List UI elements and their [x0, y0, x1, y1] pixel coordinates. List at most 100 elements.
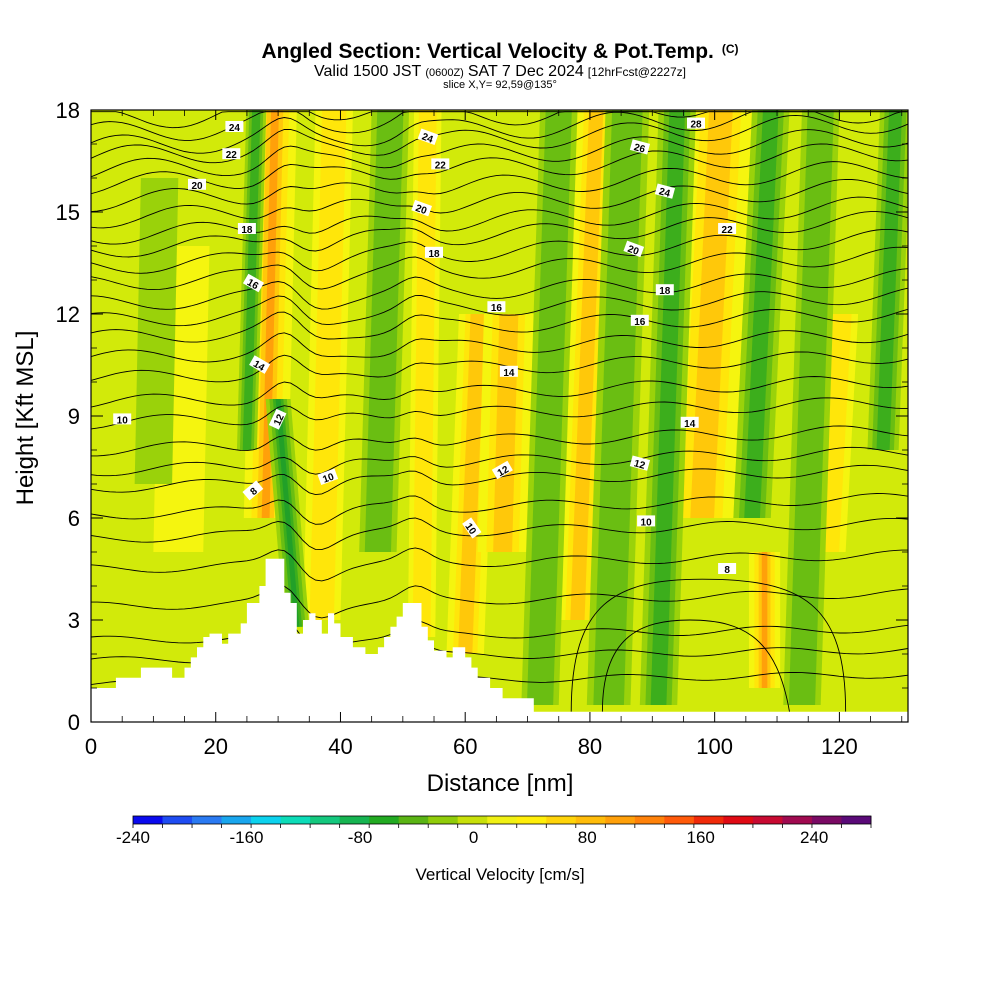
theta-label-text: 18: [428, 249, 440, 260]
downdraft-band-4-layer-1: [593, 110, 643, 705]
theta-contour-2: [91, 618, 908, 652]
theta-label-28: 8: [718, 563, 737, 576]
theta-contour-15: [91, 287, 908, 327]
colorbar-swatch-7: [339, 816, 370, 824]
theta-label-22: 18: [655, 284, 674, 297]
theta-label-24: 14: [680, 416, 699, 430]
theta-contour-3: [91, 584, 908, 619]
theta-label-4: 16: [242, 273, 264, 292]
theta-label-3: 18: [237, 223, 256, 236]
colorbar-swatch-8: [369, 816, 400, 824]
theta-contour-24: [91, 129, 908, 178]
colorbar-swatch-15: [575, 816, 606, 824]
theta-contour-18: [91, 228, 908, 274]
theta-label-16: 12: [491, 460, 513, 479]
theta-label-bg: [431, 158, 450, 170]
theta-label-text: 8: [724, 565, 730, 576]
theta-label-bg: [411, 199, 433, 217]
downdraft-band-9-layer-0: [134, 178, 179, 484]
theta-contour-low-inner: [601, 619, 790, 712]
theta-label-text: 24: [658, 186, 672, 200]
axes: 0 20 40 60 80 100 120 0 3 6 9 12 15 18: [56, 98, 908, 759]
theta-label-text: 10: [641, 517, 653, 528]
x-tick-label-1: 20: [203, 734, 227, 759]
theta-contour-28: [91, 111, 908, 129]
theta-label-bg: [249, 355, 271, 374]
theta-label-bg: [317, 468, 339, 485]
colorbar: -240 -160 -80 0 80 160 240: [116, 815, 872, 847]
colorbar-swatch-17: [634, 816, 665, 824]
updraft-band-1-layer-1: [309, 110, 347, 620]
x-axis-label: Distance [nm]: [427, 770, 574, 797]
colorbar-tick-label-0: -240: [116, 828, 150, 847]
theta-label-19: 26: [629, 139, 651, 156]
theta-label-bg: [718, 563, 737, 574]
theta-label-15: 14: [499, 365, 518, 379]
theta-label-bg: [113, 413, 132, 425]
colorbar-swatch-5: [280, 816, 311, 824]
y-tick-label-6: 18: [56, 98, 80, 123]
theta-label-26: 10: [637, 515, 656, 528]
theta-label-12: 20: [411, 199, 433, 217]
colorbar-tick-label-6: 240: [800, 828, 828, 847]
theta-label-text: 20: [414, 203, 429, 217]
theta-label-bg: [222, 148, 241, 160]
colorbar-frame: [132, 815, 872, 825]
theta-label-bg: [188, 178, 206, 190]
theta-contour-22: [91, 161, 908, 213]
theta-label-bg: [629, 139, 651, 155]
theta-label-text: 14: [503, 368, 515, 379]
theta-label-2: 20: [188, 178, 206, 192]
theta-label-bg: [629, 455, 651, 471]
theta-label-bg: [425, 246, 443, 258]
updraft-band-5-layer-2: [570, 110, 604, 620]
x-tick-label-2: 40: [328, 734, 352, 759]
chart-title: Angled Section: Vertical Velocity & Pot.…: [261, 40, 738, 63]
theta-label-bg: [417, 128, 439, 145]
colorbar-tick-label-4: 80: [578, 828, 597, 847]
colorbar-swatch-24: [841, 816, 872, 824]
theta-label-text: 26: [633, 142, 647, 156]
colorbar-swatch-12: [487, 816, 518, 824]
colorbar-swatch-4: [251, 816, 281, 824]
theta-label-text: 14: [684, 419, 696, 430]
theta-contour-25: [91, 114, 908, 164]
updraft-band-7-layer-3: [761, 552, 768, 688]
theta-contour-8: [91, 446, 908, 477]
colorbar-swatch-23: [811, 816, 842, 824]
theta-label-text: 24: [420, 132, 435, 146]
theta-label-27: 22: [718, 223, 737, 236]
theta-label-text: 28: [690, 120, 702, 131]
theta-label-bg: [718, 223, 737, 234]
theta-contour-23: [91, 143, 908, 195]
theta-label-text: 22: [722, 225, 734, 236]
theta-label-text: 24: [229, 123, 241, 134]
colorbar-tick-label-2: -80: [348, 828, 373, 847]
theta-label-bg: [623, 240, 645, 258]
y-axis-label: Height [Kft MSL]: [12, 331, 39, 506]
theta-contours: [91, 111, 908, 712]
slice-label: slice X,Y= 92,59@135°: [443, 79, 557, 91]
theta-label-8: 10: [113, 413, 132, 426]
theta-contour-21: [91, 178, 908, 229]
theta-label-text: 18: [659, 286, 671, 297]
x-tick-label-5: 100: [696, 734, 733, 759]
theta-label-text: 20: [626, 244, 641, 258]
y-tick-label-2: 6: [68, 506, 80, 531]
downdraft-band-5-layer-2: [650, 110, 686, 705]
theta-label-1: 22: [222, 148, 241, 161]
x-tick-label-0: 0: [85, 734, 97, 759]
theta-label-13: 18: [425, 246, 443, 260]
colorbar-label: Vertical Velocity [cm/s]: [415, 865, 584, 884]
colorbar-tick-label-5: 160: [687, 828, 715, 847]
theta-label-0: 24: [225, 121, 244, 134]
downdraft-band-2-layer-1: [364, 110, 404, 552]
theta-label-7: 8: [242, 480, 264, 501]
colorbar-swatch-16: [605, 816, 636, 824]
colorbar-swatch-20: [723, 816, 754, 824]
terrain-mask: [91, 558, 908, 722]
colorbar-swatch-6: [310, 816, 341, 824]
theta-label-18: 28: [687, 117, 705, 131]
colorbar-swatch-21: [752, 816, 783, 824]
